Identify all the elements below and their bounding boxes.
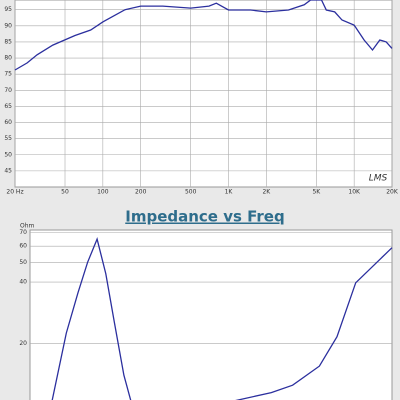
plot-area [29,229,393,400]
plot-area [14,0,393,188]
y-tick-label: 55 [4,135,12,142]
y-tick-label: 45 [4,167,12,174]
y-tick-label: 80 [4,55,12,62]
y-tick-label: 20 [19,340,27,347]
x-tick-label: 10K [348,189,361,196]
y-tick-label: 85 [4,38,12,45]
y-axis-label: Ohm [20,223,35,230]
y-tick-label: 95 [4,6,12,13]
y-tick-label: 75 [4,71,12,78]
x-tick-label: 500 [185,189,197,196]
x-tick-label: 200 [135,189,147,196]
y-tick-label: 90 [4,22,12,29]
annotation: LMS [369,174,388,184]
y-tick-label: 60 [4,119,12,126]
y-tick-label: 50 [19,259,27,266]
x-tick-label: 20 Hz [6,189,23,196]
y-tick-label: 40 [19,279,27,286]
x-tick-label: 2K [262,189,271,196]
data-line [51,237,393,400]
x-tick-label: 1K [225,189,234,196]
y-tick-label: 60 [19,243,27,250]
x-tick-label: 5K [312,189,321,196]
y-tick-label: 70 [4,87,12,94]
y-tick-label: 70 [19,229,27,236]
data-line [14,0,393,71]
x-tick-label: 50 [61,189,69,196]
y-tick-label: 65 [4,103,12,110]
y-tick-label: 50 [4,151,12,158]
x-tick-label: 20K [386,189,399,196]
x-tick-label: 100 [97,189,109,196]
chart-title: Impedance vs Freq [125,208,284,226]
